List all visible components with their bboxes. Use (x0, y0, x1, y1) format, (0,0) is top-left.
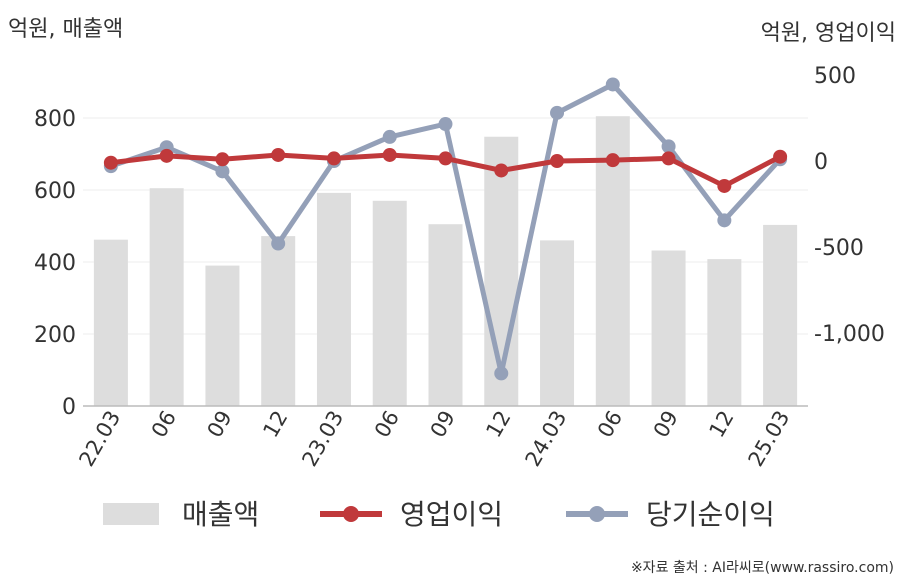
point-operating-income (103, 155, 118, 170)
left-axis-label: 억원, 매출액 (8, 17, 123, 42)
point-operating-income (271, 147, 286, 162)
bar-revenue (540, 240, 575, 406)
x-tick-label: 09 (426, 407, 460, 442)
right-tick-label: -500 (814, 236, 864, 261)
bar-revenue (205, 265, 240, 406)
left-tick-label: 800 (34, 107, 76, 132)
left-tick-label: 0 (62, 395, 76, 420)
left-axis-ticks: 0 200 400 600 800 (34, 107, 76, 420)
right-tick-label: -1,000 (814, 322, 885, 347)
right-tick-label: 0 (814, 150, 828, 175)
bar-revenue (763, 224, 798, 406)
bar-revenue (707, 259, 742, 406)
bar-revenue (261, 236, 296, 406)
x-axis-ticks: 22.03 06 09 12 23.03 06 09 12 24.03 06 09 12 25.03 (74, 407, 794, 471)
point-net-income (550, 105, 565, 120)
point-operating-income (661, 151, 676, 166)
legend: 매출액 영업이익 당기순이익 (103, 498, 775, 531)
left-tick-label: 200 (34, 323, 76, 348)
right-axis-label: 억원, 영업이익 (761, 21, 896, 46)
x-tick-label: 12 (481, 407, 515, 442)
point-net-income (494, 366, 509, 381)
line-series-net-income (103, 77, 788, 381)
point-operating-income (438, 151, 453, 166)
point-operating-income (605, 153, 620, 168)
bar-revenue (651, 250, 686, 406)
bar-revenue (316, 192, 351, 406)
left-tick-label: 400 (34, 251, 76, 276)
left-tick-label: 600 (34, 179, 76, 204)
x-tick-label: 09 (649, 407, 683, 442)
x-tick-label: 22.03 (74, 407, 125, 471)
bar-revenue (372, 200, 407, 406)
bar-revenue (484, 136, 519, 406)
x-tick-label: 06 (147, 407, 181, 442)
line-series-operating-income (103, 147, 788, 193)
point-net-income (717, 213, 732, 228)
legend-marker-net-income (589, 506, 605, 522)
point-operating-income (215, 152, 230, 167)
point-net-income (215, 164, 230, 179)
x-tick-label: 06 (593, 407, 627, 442)
point-operating-income (550, 154, 565, 168)
bar-revenue (428, 224, 463, 406)
x-tick-label: 12 (258, 407, 292, 442)
bar-revenue (149, 188, 184, 406)
point-net-income (438, 117, 453, 132)
bar-revenue (93, 239, 128, 406)
source-text: ※자료 출처 : AI라씨로(www.rassiro.com) (631, 560, 894, 576)
point-net-income (382, 129, 397, 144)
x-tick-label: 12 (705, 407, 739, 442)
legend-marker-operating-income (343, 506, 359, 522)
point-operating-income (773, 149, 788, 164)
point-operating-income (494, 163, 509, 178)
point-operating-income (159, 148, 174, 163)
x-tick-label: 06 (370, 407, 404, 442)
legend-label-operating-income: 영업이익 (400, 498, 503, 531)
point-operating-income (382, 147, 397, 162)
point-net-income (605, 77, 620, 92)
legend-swatch-revenue (103, 503, 159, 525)
x-tick-label: 23.03 (297, 407, 348, 471)
point-net-income (271, 236, 286, 251)
right-axis-ticks: 500 0 -500 -1,000 (814, 64, 885, 347)
x-tick-label: 09 (203, 407, 237, 442)
bar-series-revenue (93, 116, 798, 406)
legend-label-net-income: 당기순이익 (646, 498, 775, 531)
right-tick-label: 500 (814, 64, 856, 89)
line-series (103, 77, 788, 381)
point-operating-income (326, 151, 341, 166)
point-operating-income (717, 178, 732, 193)
point-net-income (661, 139, 676, 154)
legend-label-revenue: 매출액 (182, 498, 259, 531)
x-tick-label: 24.03 (521, 407, 572, 471)
x-tick-label: 25.03 (744, 407, 795, 471)
